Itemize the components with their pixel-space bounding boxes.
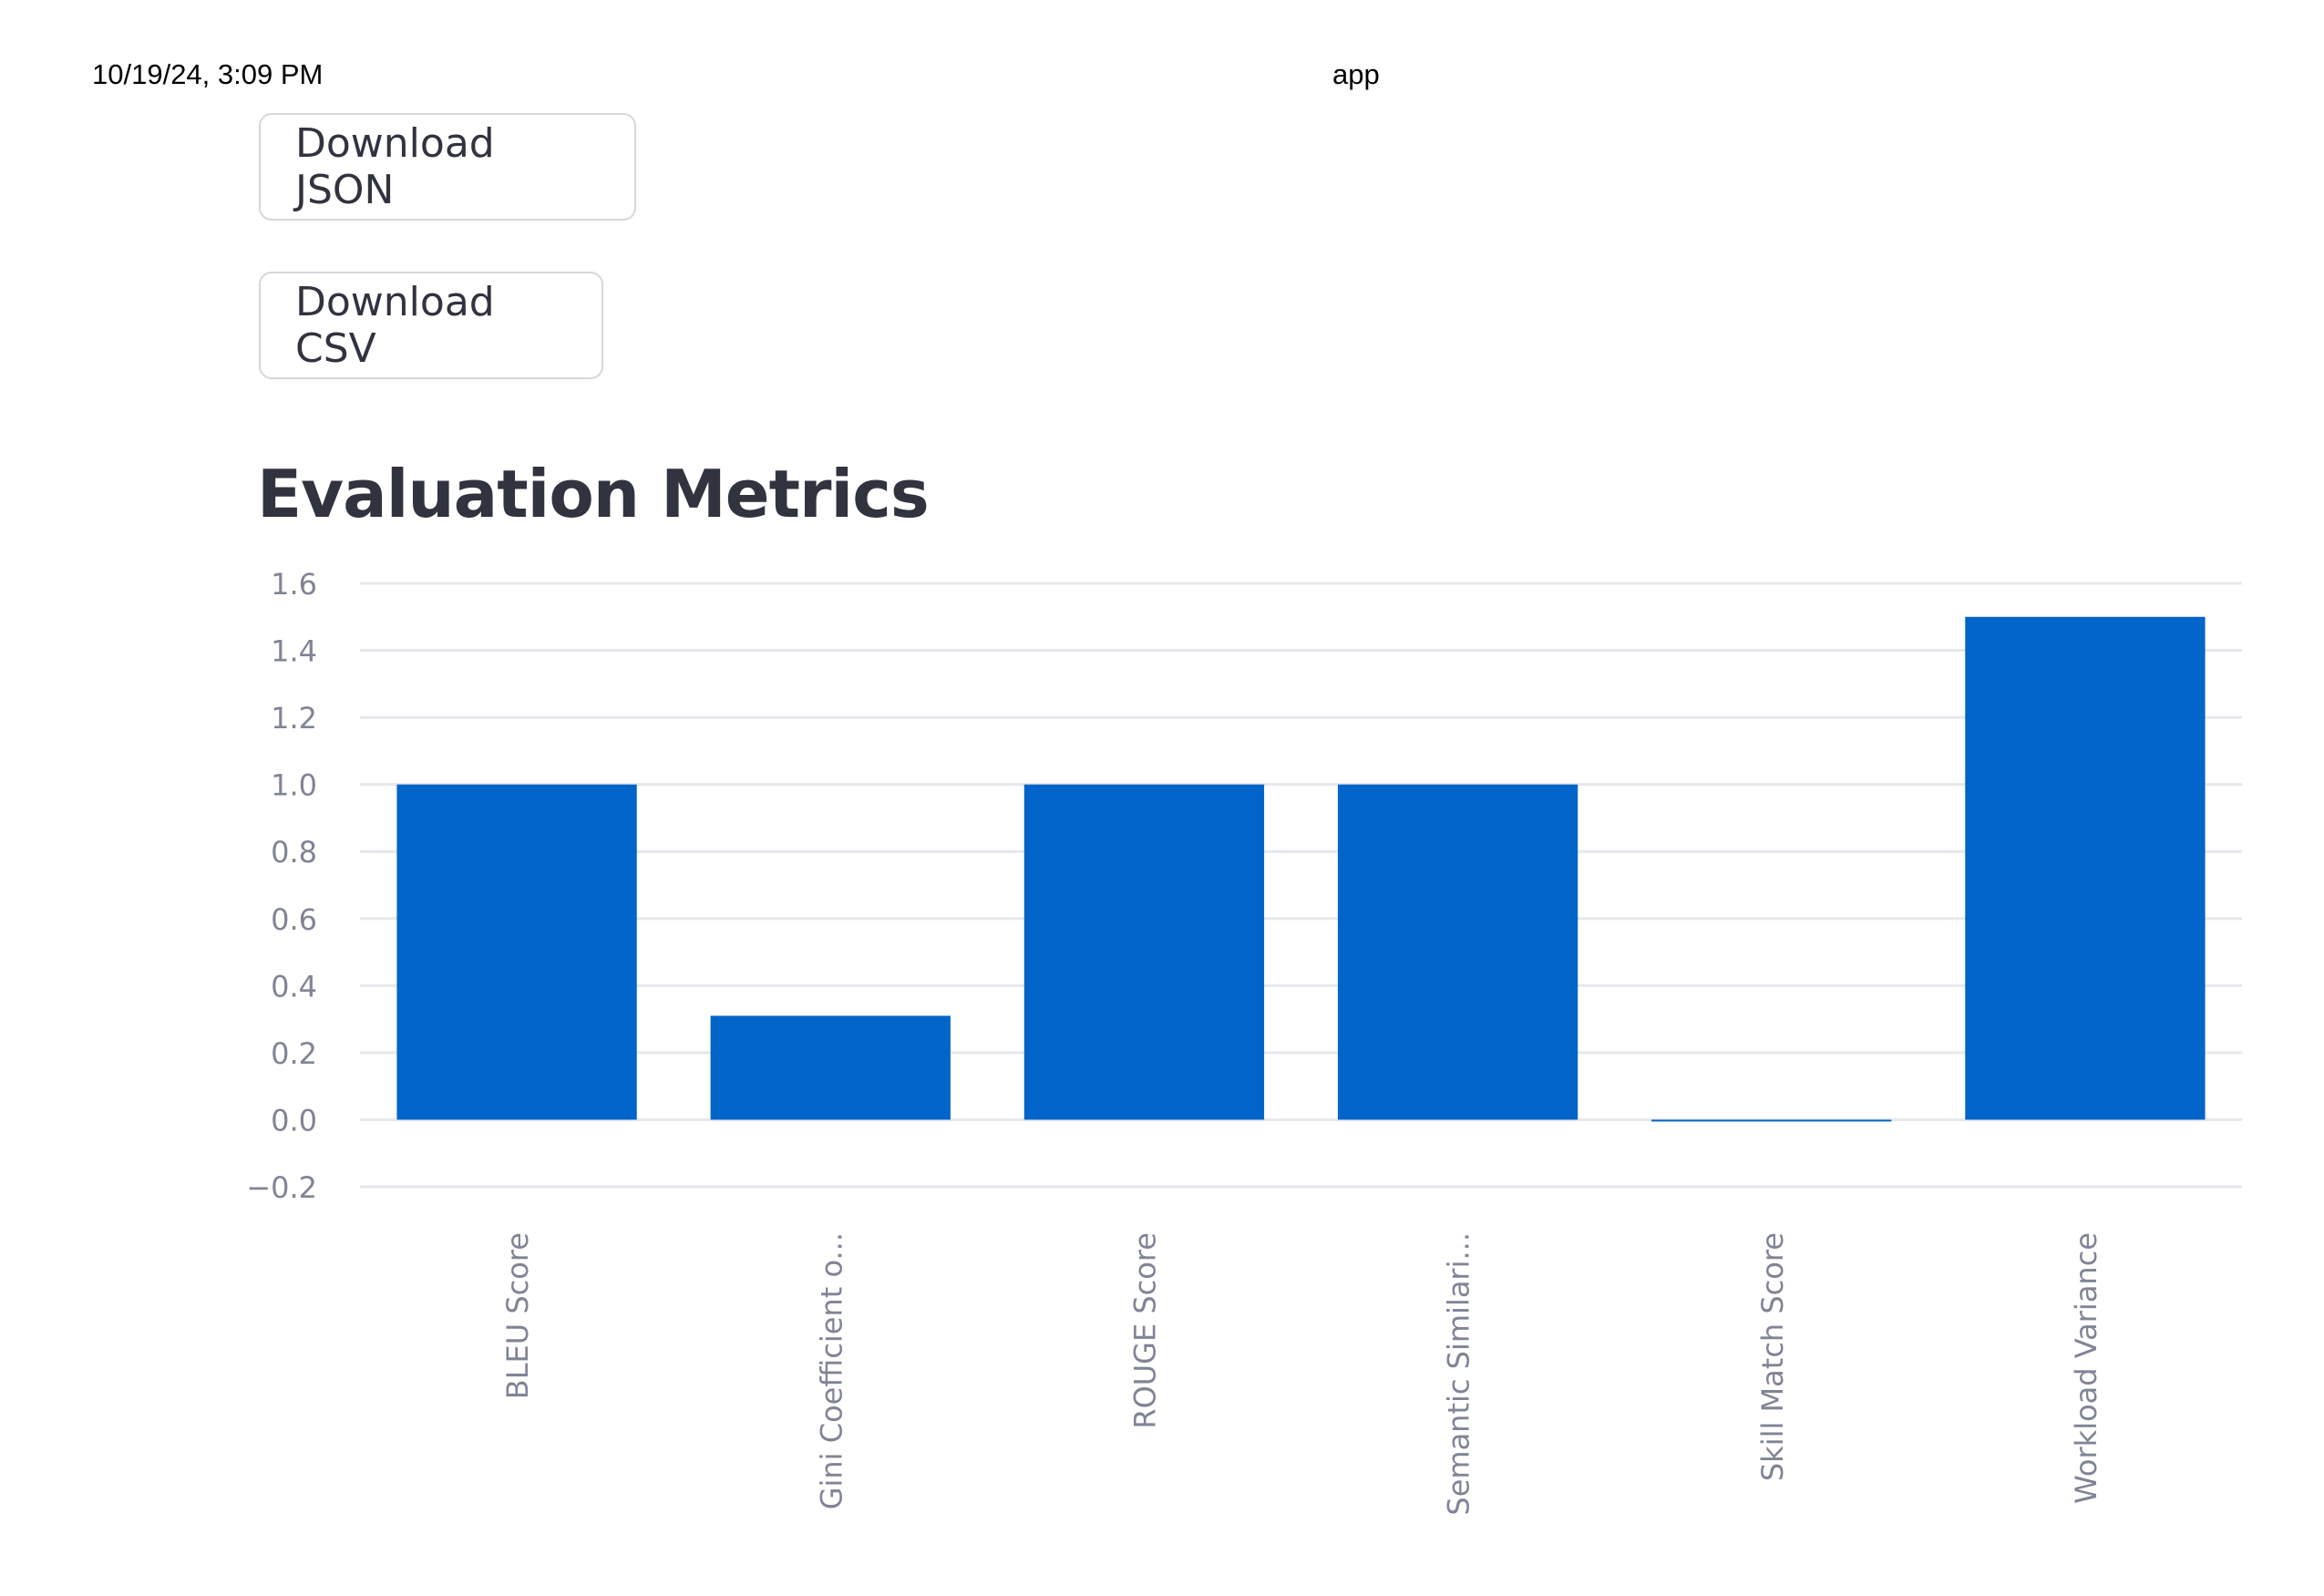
x-tick-label: BLEU Score (500, 1232, 535, 1399)
x-tick-label: Semantic Similari... (1442, 1232, 1476, 1516)
section-title: Evaluation Metrics (257, 456, 930, 532)
bar (1337, 784, 1578, 1120)
download-csv-button[interactable]: Download CSV (259, 272, 603, 379)
y-tick-label: 0.2 (271, 1036, 317, 1071)
y-tick-label: 1.6 (271, 567, 317, 602)
bar (1023, 784, 1265, 1120)
y-tick-label: 0.4 (271, 969, 317, 1004)
y-tick-label: 0.6 (271, 902, 317, 937)
y-tick-label: −0.2 (246, 1170, 317, 1205)
y-tick-label: 0.0 (271, 1103, 317, 1138)
x-tick-label: Workload Variance (2069, 1232, 2103, 1504)
y-tick-label: 1.2 (271, 701, 317, 736)
bar (396, 784, 637, 1120)
bar (710, 1015, 951, 1120)
download-json-button[interactable]: Download JSON (259, 113, 636, 221)
x-tick-label: Gini Coefficient o... (814, 1232, 848, 1509)
y-tick-label: 1.0 (271, 768, 317, 803)
y-tick-label: 0.8 (271, 835, 317, 870)
bar (1965, 616, 2206, 1120)
x-tick-label: ROUGE Score (1127, 1232, 1162, 1429)
bar (1651, 1119, 1892, 1122)
print-app-title: app (1332, 58, 1380, 90)
print-datetime: 10/19/24, 3:09 PM (92, 58, 324, 90)
y-tick-label: 1.4 (271, 634, 317, 669)
x-tick-label: Skill Match Score (1755, 1232, 1790, 1481)
